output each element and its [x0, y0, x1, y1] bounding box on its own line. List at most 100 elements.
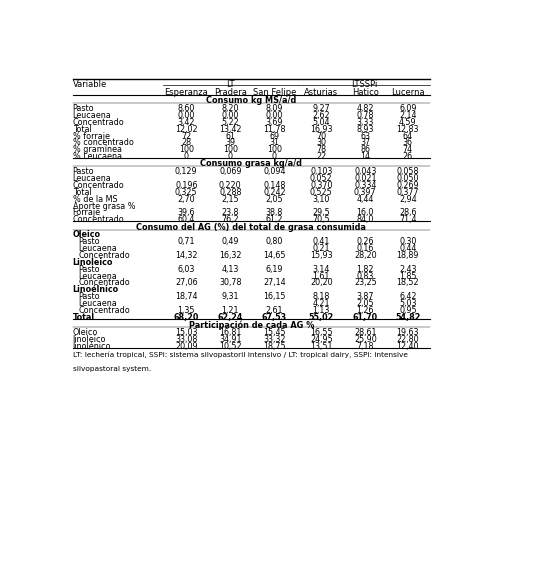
- Text: 54,82: 54,82: [395, 313, 420, 322]
- Text: Concentrado: Concentrado: [72, 215, 124, 224]
- Text: 0,196: 0,196: [175, 181, 197, 190]
- Text: 16,0: 16,0: [357, 209, 374, 218]
- Text: 1,21: 1,21: [222, 306, 239, 315]
- Text: 27,14: 27,14: [263, 279, 286, 288]
- Text: 1,85: 1,85: [399, 272, 417, 281]
- Text: 0,49: 0,49: [222, 237, 239, 246]
- Text: 4,59: 4,59: [399, 118, 417, 127]
- Text: 6,19: 6,19: [266, 265, 283, 274]
- Text: 8,60: 8,60: [177, 104, 195, 113]
- Text: 18,75: 18,75: [263, 342, 286, 351]
- Text: 0,288: 0,288: [219, 188, 241, 197]
- Text: 39,6: 39,6: [177, 209, 195, 218]
- Text: 62,24: 62,24: [217, 313, 243, 322]
- Text: 0,043: 0,043: [354, 168, 377, 177]
- Text: 39: 39: [225, 139, 235, 147]
- Text: 15,45: 15,45: [263, 328, 286, 337]
- Text: 0: 0: [272, 152, 277, 161]
- Text: 60,4: 60,4: [177, 215, 195, 224]
- Text: 0,95: 0,95: [399, 306, 417, 315]
- Text: 86: 86: [360, 146, 370, 155]
- Text: 0,148: 0,148: [263, 181, 286, 190]
- Text: 34,91: 34,91: [219, 335, 241, 344]
- Text: Oleico: Oleico: [72, 328, 98, 337]
- Text: 9,27: 9,27: [312, 104, 330, 113]
- Text: 7,18: 7,18: [357, 342, 374, 351]
- Text: 18,52: 18,52: [397, 279, 419, 288]
- Text: Pasto: Pasto: [78, 237, 100, 246]
- Text: Pasto: Pasto: [78, 265, 100, 274]
- Text: 0,103: 0,103: [310, 168, 333, 177]
- Text: 100: 100: [223, 146, 238, 155]
- Text: 0,242: 0,242: [263, 188, 286, 197]
- Text: 6,42: 6,42: [399, 292, 417, 301]
- Text: 0,334: 0,334: [354, 181, 377, 190]
- Text: 0,83: 0,83: [357, 272, 374, 281]
- Text: 2,15: 2,15: [221, 195, 239, 204]
- Text: Esperanza: Esperanza: [164, 87, 208, 96]
- Text: 76,2: 76,2: [221, 215, 239, 224]
- Text: 0,377: 0,377: [397, 188, 419, 197]
- Text: 2,94: 2,94: [399, 195, 417, 204]
- Text: 16,93: 16,93: [310, 125, 333, 134]
- Text: 0,80: 0,80: [266, 237, 283, 246]
- Text: 61,70: 61,70: [353, 313, 378, 322]
- Text: Oleico: Oleico: [72, 231, 101, 240]
- Text: 0,30: 0,30: [399, 237, 417, 246]
- Text: 78: 78: [316, 146, 326, 155]
- Text: 13,42: 13,42: [219, 125, 241, 134]
- Text: 0,050: 0,050: [397, 174, 419, 183]
- Text: 12,83: 12,83: [397, 125, 419, 134]
- Text: 2,62: 2,62: [313, 111, 330, 120]
- Text: 20,20: 20,20: [310, 279, 333, 288]
- Text: 0,16: 0,16: [357, 244, 374, 253]
- Text: 9,31: 9,31: [222, 292, 239, 301]
- Text: 3,87: 3,87: [357, 292, 374, 301]
- Text: 0,26: 0,26: [357, 237, 374, 246]
- Text: 6,09: 6,09: [399, 104, 417, 113]
- Text: 71,4: 71,4: [399, 215, 417, 224]
- Text: 25,90: 25,90: [354, 335, 377, 344]
- Text: 33,32: 33,32: [263, 335, 286, 344]
- Text: 3,33: 3,33: [357, 118, 374, 127]
- Text: 5,03: 5,03: [399, 299, 417, 308]
- Text: 0,220: 0,220: [219, 181, 242, 190]
- Text: LTSSPi: LTSSPi: [351, 80, 377, 89]
- Text: 1,35: 1,35: [177, 306, 195, 315]
- Text: Total: Total: [72, 188, 91, 197]
- Text: 12,40: 12,40: [397, 342, 419, 351]
- Text: 18,74: 18,74: [175, 292, 197, 301]
- Text: 0,129: 0,129: [175, 168, 197, 177]
- Text: 14,65: 14,65: [263, 251, 286, 260]
- Text: 16,32: 16,32: [219, 251, 241, 260]
- Text: Total: Total: [72, 125, 91, 134]
- Text: 4,13: 4,13: [222, 265, 239, 274]
- Text: Concentrado: Concentrado: [78, 251, 130, 260]
- Text: 8,09: 8,09: [266, 104, 283, 113]
- Text: % de la MS: % de la MS: [72, 195, 117, 204]
- Text: 37: 37: [360, 139, 371, 147]
- Text: 69: 69: [269, 131, 279, 140]
- Text: Leucaena: Leucaena: [78, 272, 117, 281]
- Text: Aporte grasa %: Aporte grasa %: [72, 201, 135, 210]
- Text: Concentrado: Concentrado: [78, 306, 130, 315]
- Text: 11,78: 11,78: [263, 125, 286, 134]
- Text: Concentrado: Concentrado: [72, 118, 124, 127]
- Text: 0,44: 0,44: [399, 244, 417, 253]
- Text: Concentrado: Concentrado: [72, 181, 124, 190]
- Text: 0,021: 0,021: [354, 174, 377, 183]
- Text: 0,058: 0,058: [397, 168, 419, 177]
- Text: 3,10: 3,10: [313, 195, 330, 204]
- Text: % forraje: % forraje: [72, 131, 110, 140]
- Text: 5,22: 5,22: [221, 118, 239, 127]
- Text: 0,00: 0,00: [266, 111, 283, 120]
- Text: 1,13: 1,13: [313, 306, 330, 315]
- Text: 72: 72: [181, 131, 192, 140]
- Text: Pasto: Pasto: [72, 168, 94, 177]
- Text: 0,052: 0,052: [310, 174, 333, 183]
- Text: 28,20: 28,20: [354, 251, 377, 260]
- Text: Asturias: Asturias: [304, 87, 338, 96]
- Text: 100: 100: [179, 146, 194, 155]
- Text: 1,26: 1,26: [357, 306, 374, 315]
- Text: % concentrado: % concentrado: [72, 139, 134, 147]
